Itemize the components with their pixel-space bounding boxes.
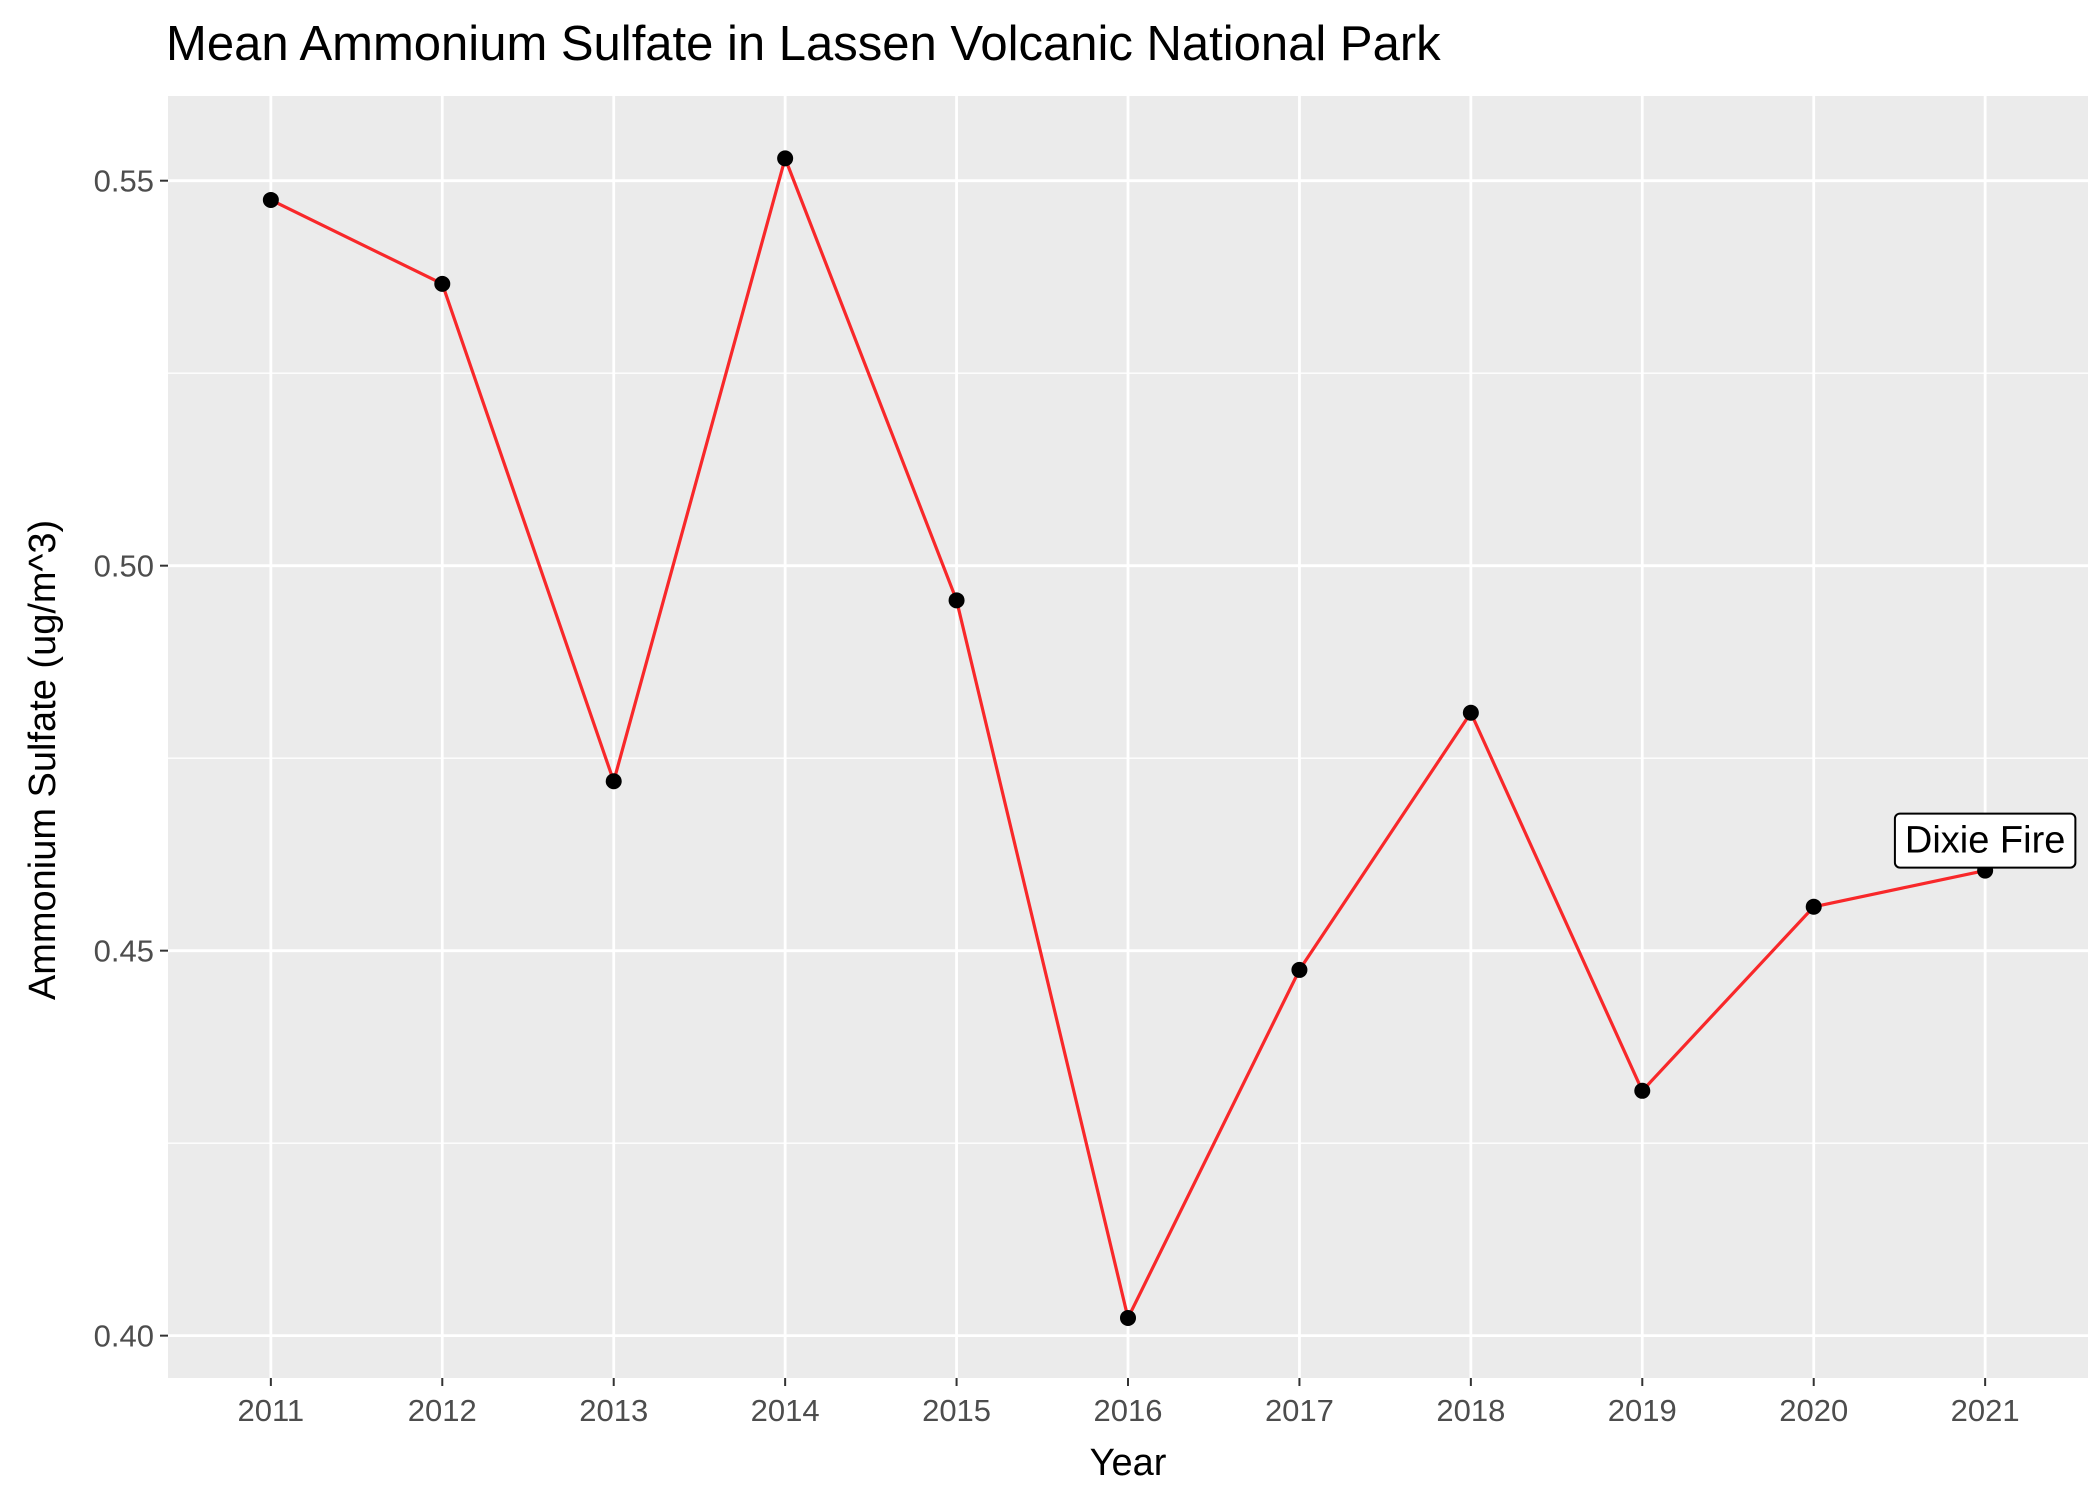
data-point xyxy=(777,150,794,167)
x-tick-label: 2018 xyxy=(1436,1393,1505,1428)
x-tick-label: 2021 xyxy=(1951,1393,2020,1428)
y-tick-label: 0.55 xyxy=(94,164,154,199)
data-point xyxy=(1462,704,1479,721)
y-tick-label: 0.50 xyxy=(94,549,154,584)
data-point xyxy=(1634,1082,1651,1099)
y-tick-label: 0.40 xyxy=(94,1319,154,1354)
x-tick-label: 2017 xyxy=(1265,1393,1334,1428)
chart-title: Mean Ammonium Sulfate in Lassen Volcanic… xyxy=(166,17,1441,71)
axis-layer: 0.40 0.45 0.50 0.55 2011 2012 2013 2014 2015 2016… xyxy=(94,164,2020,1428)
data-point xyxy=(1291,961,1308,978)
data-point xyxy=(1120,1309,1136,1326)
x-tick-label: 2016 xyxy=(1094,1393,1163,1428)
annotation-label: Dixie Fire xyxy=(1905,820,2065,862)
x-tick-label: 2020 xyxy=(1779,1393,1848,1428)
annotation-box xyxy=(1893,812,2077,869)
x-tick-label: 2014 xyxy=(751,1393,820,1428)
data-point xyxy=(605,773,622,790)
x-tick-label: 2012 xyxy=(408,1393,477,1428)
data-point xyxy=(434,275,451,292)
x-axis-title: Year xyxy=(1090,1442,1167,1484)
y-tick-label: 0.45 xyxy=(94,934,154,969)
x-tick-label: 2019 xyxy=(1608,1393,1677,1428)
plot-panel xyxy=(168,96,2088,1378)
x-tick-label: 2011 xyxy=(238,1393,305,1428)
x-tick-label: 2015 xyxy=(922,1393,991,1428)
annotation-layer: Dixie Fire xyxy=(1893,812,2077,869)
data-point xyxy=(262,191,279,208)
data-point xyxy=(1805,898,1822,915)
x-tick-label: 2013 xyxy=(579,1393,648,1428)
data-point-layer xyxy=(262,150,1994,1326)
data-point xyxy=(948,592,965,609)
y-axis-title: Ammonium Sulfate (ug/m^3) xyxy=(22,520,64,1000)
